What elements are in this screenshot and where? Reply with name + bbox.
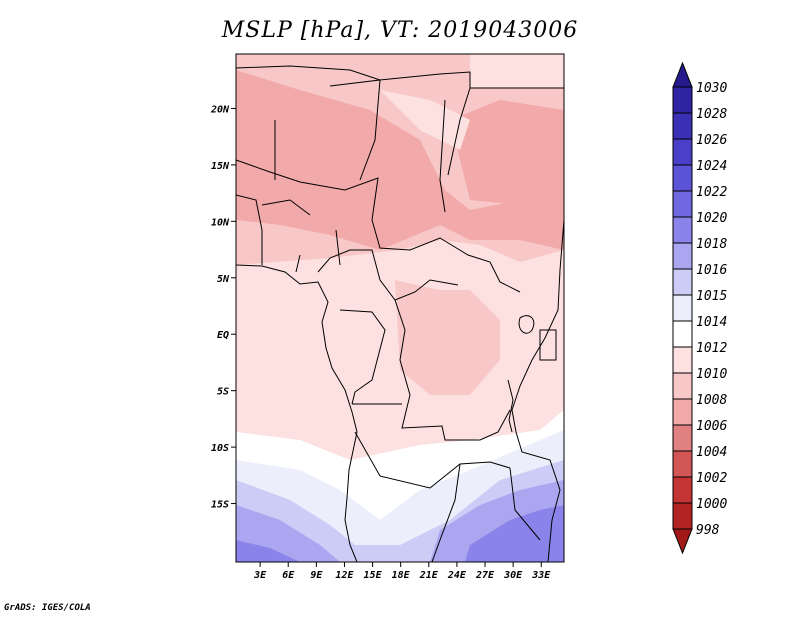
colorbar-label: 1028 [696, 107, 727, 122]
x-tick-label: 27E [475, 570, 495, 581]
colorbar-segment [672, 294, 693, 322]
border-north-vert [274, 79, 471, 213]
y-tick-label: 5S [217, 387, 229, 398]
field-1008 [236, 70, 564, 250]
colorbar-label: 1004 [696, 445, 727, 460]
field-1012-north [380, 90, 470, 150]
colorbar-label: 998 [696, 523, 720, 538]
y-tick-label: EQ [217, 330, 229, 341]
x-tick-label: 30E [503, 570, 523, 581]
chart-title: MSLP [hPa], VT: 2019043006 [221, 18, 579, 43]
y-axis: 20N 15N 10N 5N EQ 5S 10S 15S [210, 104, 236, 511]
x-tick-label: 15E [364, 570, 383, 581]
colorbar-label: 1026 [696, 133, 727, 148]
colorbar-segment [672, 112, 693, 140]
field-1020 [236, 505, 564, 562]
grads-credit: GrADS: IGES/COLA [4, 603, 91, 613]
x-axis: 3E 6E 9E 12E 15E 18E 21E 24E 27E 30E 33E [253, 562, 551, 581]
x-tick-label: 12E [335, 570, 354, 581]
border-south [354, 431, 541, 562]
colorbar-label: 1022 [696, 185, 727, 200]
plot-frame [235, 53, 565, 563]
colorbar-label: 1000 [696, 497, 727, 512]
colorbar-segment [672, 138, 693, 166]
colorbar-segment [672, 502, 693, 530]
colorbar-label: 1002 [696, 471, 727, 486]
colorbar-segment [672, 450, 693, 478]
colorbar-label: 1010 [696, 367, 727, 382]
colorbar-label: 1015 [696, 289, 727, 304]
y-tick-label: 15S [211, 500, 229, 511]
colorbar-label: 1024 [696, 159, 727, 174]
x-tick-label: 9E [310, 570, 323, 581]
colorbar-segment [672, 398, 693, 426]
y-tick-label: 10S [211, 443, 229, 454]
x-tick-label: 33E [531, 570, 551, 581]
x-tick-label: 21E [419, 570, 439, 581]
field-1008-east [450, 100, 564, 205]
colorbar-label: 1016 [696, 263, 727, 278]
x-tick-label: 6E [282, 570, 295, 581]
colorbar-label: 1018 [696, 237, 727, 252]
colorbar-segment [672, 242, 693, 270]
colorbar-segment [672, 164, 693, 192]
colorbar-label: 1030 [696, 81, 727, 96]
border-west [236, 194, 341, 273]
colorbar-segment [672, 424, 693, 452]
x-tick-label: 24E [447, 570, 467, 581]
colorbar-label: 1014 [696, 315, 727, 330]
colorbar-segment [672, 372, 693, 400]
x-tick-label: 3E [253, 570, 267, 581]
colorbar-segment [672, 190, 693, 218]
colorbar-segment [672, 86, 693, 114]
y-tick-label: 5N [217, 274, 230, 285]
field-1010-congo [395, 280, 500, 395]
colorbar-segment [672, 320, 693, 348]
border-sahel [236, 159, 521, 293]
pressure-field [236, 54, 564, 562]
colorbar-label: 1012 [696, 341, 727, 356]
colorbar: 1030 1028 1026 1024 1022 1020 1018 1016 1015 1014… [672, 61, 727, 555]
border-central [317, 249, 459, 405]
lake-outlines [507, 315, 557, 433]
y-tick-label: 15N [211, 161, 230, 172]
colorbar-top-arrow [672, 61, 693, 88]
coastline [236, 264, 358, 562]
colorbar-segment [672, 476, 693, 504]
colorbar-label: 1006 [696, 419, 727, 434]
y-tick-label: 10N [211, 217, 230, 228]
colorbar-bottom-arrow [672, 528, 693, 555]
coastline-east [511, 219, 564, 562]
x-tick-label: 18E [392, 570, 411, 581]
colorbar-segment [672, 346, 693, 374]
colorbar-label: 1020 [696, 211, 727, 226]
colorbar-label: 1008 [696, 393, 727, 408]
y-tick-label: 20N [210, 104, 230, 115]
colorbar-segment [672, 216, 693, 244]
colorbar-segment [672, 268, 693, 296]
border-congo [352, 299, 511, 441]
border-north [236, 65, 564, 89]
